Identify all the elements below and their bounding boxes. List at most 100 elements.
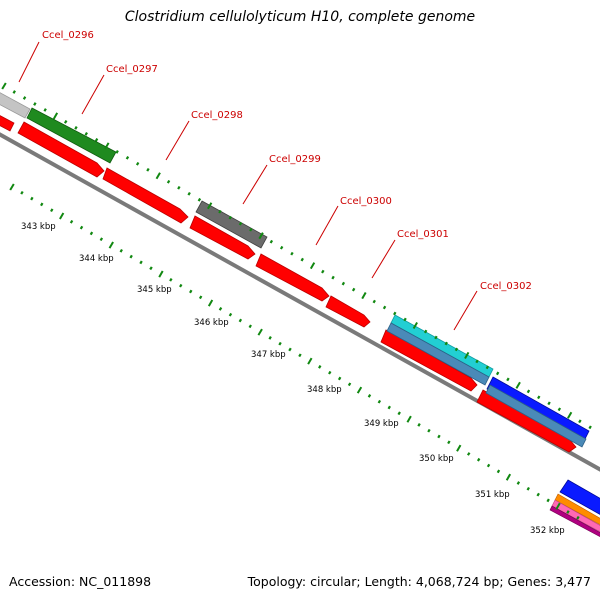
scale-major-tick: [406, 415, 412, 423]
scale-minor-tick: [516, 481, 521, 485]
gene-labels: Ccel_0296 Ccel_0297 Ccel_0298 Ccel_0299 …: [42, 30, 532, 292]
leader-line: [18, 41, 40, 83]
scale-major-tick: [258, 232, 264, 240]
scale-minor-tick: [423, 329, 428, 334]
gene-label-ccel-0296[interactable]: Ccel_0296: [42, 30, 94, 41]
scale-major-tick: [361, 292, 367, 300]
scale-major-tick: [456, 444, 462, 452]
gene-arrow[interactable]: [554, 493, 600, 530]
gene-arrow[interactable]: [0, 113, 15, 132]
scale-minor-tick: [447, 440, 451, 445]
scale-minor-tick: [269, 239, 274, 244]
gene-arrow[interactable]: [380, 329, 478, 392]
scale-minor-tick: [427, 428, 431, 433]
scale-minor-tick: [403, 317, 407, 322]
scale-minor-tick: [166, 179, 171, 184]
scale-minor-tick: [119, 248, 123, 253]
gene-arrow[interactable]: [559, 479, 600, 520]
scale-minor-tick: [228, 215, 232, 220]
scale-major-tick: [1, 82, 7, 90]
leader-line: [453, 290, 478, 331]
gene-label-ccel-0300[interactable]: Ccel_0300: [340, 196, 392, 207]
gene-arrow[interactable]: [0, 90, 31, 119]
gene-arrow[interactable]: [26, 107, 117, 164]
scale-minor-tick: [298, 353, 302, 358]
scale-major-tick: [52, 112, 59, 120]
scale-minor-tick: [149, 266, 153, 271]
gene-arrow[interactable]: [189, 215, 256, 260]
gene-arrow[interactable]: [255, 253, 330, 302]
scale-minor-tick: [290, 251, 294, 256]
gene-label-ccel-0297[interactable]: Ccel_0297: [106, 64, 158, 75]
kbp-labels: 343 kbp 344 kbp 345 kbp 346 kbp 347 kbp …: [21, 222, 565, 536]
leader-line: [81, 74, 105, 115]
scale-minor-tick: [588, 425, 592, 430]
gene-label-ccel-0301[interactable]: Ccel_0301: [397, 229, 449, 240]
kbp-tick-label: 349 kbp: [364, 419, 399, 429]
scale-minor-tick: [218, 307, 223, 311]
scale-minor-tick: [387, 405, 391, 410]
gene-arrow[interactable]: [485, 384, 587, 448]
kbp-tick-label: 345 kbp: [137, 285, 172, 295]
gene-arrow[interactable]: [325, 295, 371, 328]
gene-label-ccel-0298[interactable]: Ccel_0298: [191, 110, 243, 121]
scale-major-tick: [464, 351, 470, 359]
scale-minor-tick: [248, 324, 252, 329]
scale-minor-tick: [43, 108, 47, 112]
scale-minor-tick: [321, 269, 325, 274]
scale-major-tick: [412, 321, 418, 330]
gene-arrow[interactable]: [549, 505, 600, 542]
scale-minor-tick: [135, 161, 140, 166]
top-scale-ticks: [1, 82, 592, 430]
gene-label-ccel-0302[interactable]: Ccel_0302: [480, 281, 532, 292]
scale-minor-tick: [79, 225, 84, 230]
scale-minor-tick: [69, 219, 74, 224]
kbp-tick-label: 352 kbp: [530, 526, 565, 536]
scale-minor-tick: [238, 318, 243, 323]
scale-minor-tick: [397, 411, 401, 416]
scale-minor-tick: [466, 452, 471, 456]
scale-minor-tick: [506, 377, 510, 382]
scale-minor-tick: [278, 341, 282, 346]
scale-major-tick: [307, 357, 313, 365]
gene-label-ccel-0299[interactable]: Ccel_0299: [269, 154, 321, 165]
kbp-scale-ticks: [9, 183, 580, 520]
gene-arrow[interactable]: [17, 121, 105, 178]
scale-minor-tick: [485, 365, 490, 370]
scale-minor-tick: [300, 257, 304, 262]
scale-minor-tick: [22, 96, 27, 100]
accession-text: Accession: NC_011898: [9, 574, 152, 589]
gene-arrow[interactable]: [551, 499, 600, 537]
scale-minor-tick: [347, 382, 352, 387]
scale-minor-tick: [475, 359, 479, 364]
scale-minor-tick: [377, 399, 382, 404]
kbp-tick-label: 351 kbp: [475, 490, 510, 500]
scale-minor-tick: [444, 341, 448, 346]
scale-minor-tick: [536, 492, 540, 497]
scale-minor-tick: [454, 347, 459, 352]
scale-major-tick: [207, 202, 213, 210]
scale-minor-tick: [547, 401, 551, 406]
scale-minor-tick: [63, 120, 68, 124]
genome-summary-text: Topology: circular; Length: 4,068,724 bp…: [247, 574, 591, 589]
gene-arrow[interactable]: [102, 167, 189, 224]
genome-backbone: [0, 132, 600, 472]
scale-major-tick: [59, 212, 65, 220]
scale-minor-tick: [341, 281, 346, 286]
scale-minor-tick: [526, 486, 530, 491]
scale-major-tick: [104, 142, 110, 150]
scale-major-tick: [257, 328, 263, 336]
scale-major-tick: [356, 386, 363, 394]
scale-minor-tick: [417, 423, 421, 427]
scale-major-tick: [567, 411, 573, 419]
leader-line: [315, 205, 339, 246]
scale-minor-tick: [337, 376, 342, 381]
scale-major-tick: [555, 502, 561, 510]
scale-minor-tick: [139, 260, 143, 265]
kbp-tick-label: 348 kbp: [307, 385, 342, 395]
gene-arrow[interactable]: [195, 200, 268, 249]
scale-minor-tick: [228, 312, 233, 317]
gene-arrow[interactable]: [386, 322, 490, 386]
